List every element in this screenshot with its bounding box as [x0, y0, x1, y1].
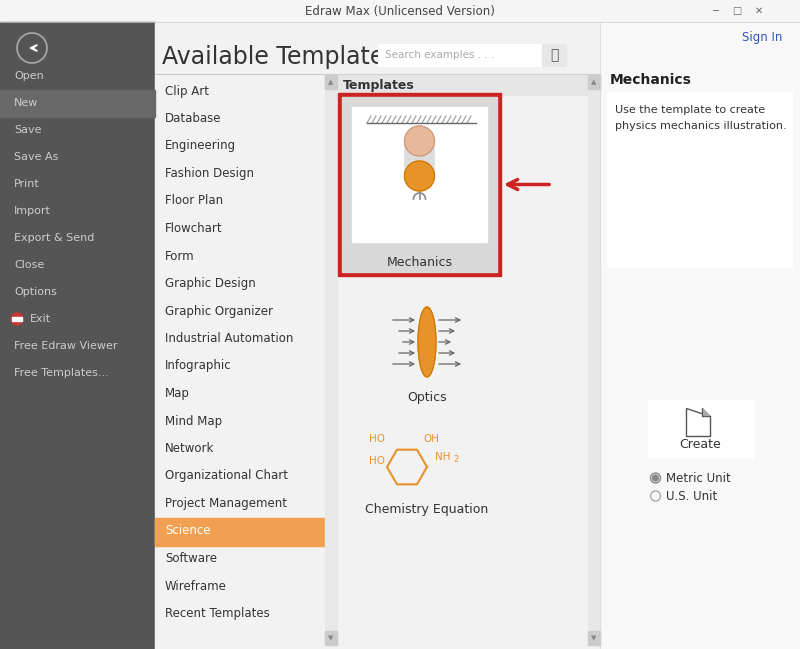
Text: 2: 2 — [453, 454, 458, 463]
Text: Open: Open — [14, 71, 44, 81]
Text: Wireframe: Wireframe — [165, 580, 227, 593]
Bar — [325, 75, 337, 89]
Text: Graphic Design: Graphic Design — [165, 277, 256, 290]
Text: Import: Import — [14, 206, 51, 216]
Ellipse shape — [418, 307, 436, 377]
Text: Science: Science — [165, 524, 210, 537]
Bar — [338, 93, 501, 276]
Text: Project Management: Project Management — [165, 497, 287, 510]
Bar — [0, 22, 155, 649]
Text: ▼: ▼ — [591, 635, 597, 641]
Text: Free Edraw Viewer: Free Edraw Viewer — [14, 341, 118, 351]
Text: Print: Print — [14, 179, 40, 189]
Text: Sign In: Sign In — [742, 32, 782, 45]
Bar — [337, 75, 588, 95]
Text: U.S. Unit: U.S. Unit — [666, 489, 717, 502]
Bar — [378, 44, 566, 66]
Text: Recent Templates: Recent Templates — [165, 607, 270, 620]
Polygon shape — [686, 408, 710, 436]
FancyBboxPatch shape — [405, 139, 434, 178]
Bar — [0, 90, 155, 117]
Bar — [12, 317, 22, 321]
Text: Chemistry Equation: Chemistry Equation — [366, 502, 489, 515]
Text: Save As: Save As — [14, 152, 58, 162]
Text: Industrial Automation: Industrial Automation — [165, 332, 294, 345]
Text: Mechanics: Mechanics — [386, 256, 453, 269]
Circle shape — [405, 161, 434, 191]
Text: HO: HO — [369, 456, 385, 466]
Text: ▲: ▲ — [328, 79, 334, 85]
Text: Graphic Organizer: Graphic Organizer — [165, 304, 273, 317]
Text: Optics: Optics — [407, 391, 447, 404]
Text: Edraw Max (Unlicensed Version): Edraw Max (Unlicensed Version) — [305, 5, 495, 18]
Text: Templates: Templates — [343, 79, 414, 92]
Circle shape — [405, 126, 434, 156]
Circle shape — [653, 475, 658, 481]
Text: ▲: ▲ — [591, 79, 597, 85]
Text: Search examples . . .: Search examples . . . — [385, 50, 494, 60]
Circle shape — [11, 313, 23, 325]
Bar — [155, 22, 600, 649]
Text: physics mechanics illustration.: physics mechanics illustration. — [615, 121, 786, 131]
Text: OH: OH — [423, 434, 439, 444]
Text: ▼: ▼ — [328, 635, 334, 641]
Text: Organizational Chart: Organizational Chart — [165, 469, 288, 482]
Text: Flowchart: Flowchart — [165, 222, 222, 235]
Text: Fashion Design: Fashion Design — [165, 167, 254, 180]
Bar — [0, 0, 800, 22]
Text: Software: Software — [165, 552, 217, 565]
Text: Clip Art: Clip Art — [165, 84, 209, 97]
Text: Form: Form — [165, 249, 194, 262]
Bar — [325, 631, 337, 645]
Text: ─: ─ — [712, 6, 718, 16]
Text: Network: Network — [165, 442, 214, 455]
Text: New: New — [14, 98, 38, 108]
Bar — [352, 107, 487, 242]
Bar — [542, 44, 566, 66]
Bar — [588, 631, 600, 645]
Bar — [588, 75, 600, 645]
Bar — [588, 75, 600, 89]
Polygon shape — [702, 408, 710, 416]
Bar — [647, 400, 753, 458]
Text: Free Templates...: Free Templates... — [14, 368, 109, 378]
Bar — [600, 22, 800, 649]
Text: NH: NH — [435, 452, 450, 462]
Text: Save: Save — [14, 125, 42, 135]
Text: Metric Unit: Metric Unit — [666, 472, 730, 485]
Text: Options: Options — [14, 287, 57, 297]
Text: □: □ — [732, 6, 742, 16]
Text: Map: Map — [165, 387, 190, 400]
Text: ⌕: ⌕ — [550, 48, 558, 62]
Text: Mechanics: Mechanics — [610, 73, 692, 87]
Bar — [325, 75, 337, 645]
Text: HO: HO — [369, 434, 385, 444]
Text: Create: Create — [679, 437, 721, 450]
Text: Use the template to create: Use the template to create — [615, 105, 765, 115]
Bar — [607, 92, 792, 267]
Bar — [600, 22, 800, 649]
Text: Mind Map: Mind Map — [165, 415, 222, 428]
Bar — [155, 518, 325, 546]
Text: Floor Plan: Floor Plan — [165, 195, 223, 208]
Text: Export & Send: Export & Send — [14, 233, 94, 243]
Text: Engineering: Engineering — [165, 140, 236, 153]
Text: Database: Database — [165, 112, 222, 125]
Text: ✕: ✕ — [755, 6, 763, 16]
Text: Available Templates: Available Templates — [162, 45, 397, 69]
Text: Infographic: Infographic — [165, 360, 232, 373]
Text: Close: Close — [14, 260, 44, 270]
Bar — [342, 97, 497, 272]
Text: Exit: Exit — [30, 314, 51, 324]
